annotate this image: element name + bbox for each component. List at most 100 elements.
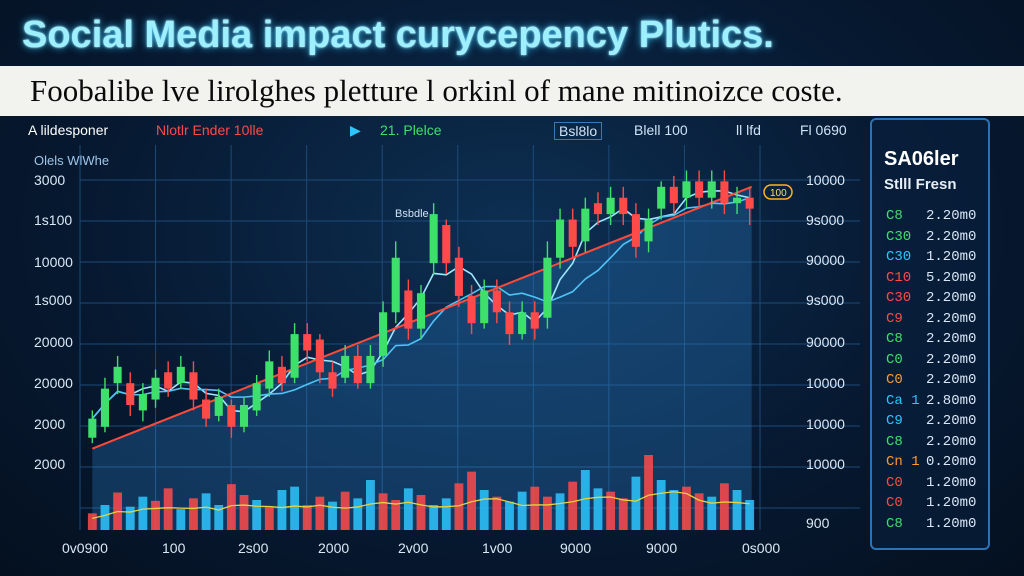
volume-bar <box>707 496 717 530</box>
x-axis-tick-label: 2s00 <box>238 540 269 556</box>
x-axis-tick-label: 9000 <box>560 540 591 556</box>
candle-body <box>707 181 716 198</box>
x-axis-tick-label: 9000 <box>646 540 677 556</box>
volume-bar <box>492 496 502 530</box>
volume-bar <box>151 500 160 530</box>
side-panel-row: C8 1.20m0 <box>886 516 976 532</box>
candle-body <box>606 197 615 215</box>
side-panel-row-value: 2.20m0 <box>926 310 977 327</box>
candle-body <box>315 339 324 373</box>
candle-body <box>391 257 400 313</box>
side-panel-row-value: 2.20m0 <box>926 413 977 429</box>
right-axis-tick-label: 9s000 <box>806 292 844 308</box>
x-axis-tick-label: 2v00 <box>398 540 429 556</box>
legend-label-3: 21. Plelce <box>380 122 442 138</box>
candle-body <box>126 383 135 405</box>
volume-bar <box>644 455 653 530</box>
candle-body <box>416 293 426 329</box>
candle-body <box>720 181 729 204</box>
candle-body <box>252 383 261 411</box>
side-panel-row-label: C30 <box>886 249 912 265</box>
candle-body <box>151 377 160 400</box>
candle-body <box>202 399 211 419</box>
volume-bar <box>505 501 514 530</box>
right-axis-tick-label: 90000 <box>806 334 845 350</box>
side-panel-row-value: 2.20m0 <box>926 372 977 388</box>
side-panel-row: Ca 1 2.80m0 <box>886 393 976 409</box>
candle-body <box>113 366 122 384</box>
side-panel-row: C0 1.20m0 <box>886 495 976 511</box>
volume-bar <box>530 486 540 530</box>
candle-body <box>644 219 653 242</box>
candle-body <box>138 394 147 411</box>
side-panel-row: C8 2.20m0 <box>886 434 976 450</box>
side-panel-row-label: C30 <box>886 228 912 245</box>
left-axis-tick-label: 10000 <box>34 254 73 270</box>
volume-bar <box>302 505 312 530</box>
volume-bar <box>252 500 262 530</box>
panel-label: Olels WlWhe <box>34 153 110 168</box>
candle-body <box>100 388 110 427</box>
legend-label-6: ll lfd <box>736 122 761 138</box>
volume-bar <box>226 484 236 530</box>
side-panel-row-label: C0 <box>886 495 903 511</box>
left-axis-tick-label: 2000 <box>34 456 65 472</box>
side-panel-row-label: C8 <box>886 515 903 532</box>
side-panel-row-value: 2.20m0 <box>926 331 977 347</box>
chart-subtitle: Foobalibe lve lirolghes pletture l orkin… <box>0 66 1024 116</box>
legend-bar: A lildesponer Nlotlr Ender 10lle ▶ 21. P… <box>28 120 848 142</box>
right-axis-tick-label: 10000 <box>806 172 845 188</box>
volume-bar <box>214 505 224 530</box>
side-panel-row: C9 2.20m0 <box>886 311 976 327</box>
candle-body <box>480 290 489 324</box>
candle-body <box>492 290 501 313</box>
chart-title: Social Media impact curycepency Plutics. <box>22 14 774 56</box>
side-panel-row: C8 2.20m0 <box>886 331 976 347</box>
candle-body <box>303 334 312 351</box>
play-icon[interactable]: ▶ <box>350 122 361 138</box>
volume-bar <box>403 488 413 530</box>
side-panel-row: Cn 1 0.20m0 <box>886 454 976 470</box>
volume-bar <box>391 500 401 530</box>
side-panel-row-label: C30 <box>886 290 912 306</box>
volume-bar <box>479 490 489 530</box>
legend-label-2: Nlotlr Ender 10lle <box>156 122 264 138</box>
candle-body <box>619 197 628 215</box>
candle-body <box>581 208 590 242</box>
volume-bar <box>656 480 666 530</box>
volume-bar <box>669 490 679 530</box>
side-panel: SA06ler Stlll Fresn C8 2.20m0 C30 2.20m0 C30… <box>870 118 990 550</box>
candle-body <box>682 181 691 198</box>
side-panel-row-value: 2.20m0 <box>926 290 977 306</box>
side-panel-row: C30 2.20m0 <box>886 229 976 245</box>
candle-body <box>328 372 337 389</box>
candle-body <box>593 203 603 215</box>
volume-bar <box>277 490 287 530</box>
area-fill <box>92 186 752 530</box>
candle-body <box>88 418 97 438</box>
volume-bar <box>694 493 704 530</box>
volume-bar <box>176 509 186 530</box>
right-axis-tick-label: 9s000 <box>806 212 844 228</box>
candle-body <box>404 290 413 329</box>
volume-bar <box>138 496 148 530</box>
volume-bar <box>568 481 578 530</box>
volume-bar <box>201 493 211 530</box>
candle-body <box>669 186 678 204</box>
candle-body <box>164 372 173 389</box>
volume-bar <box>366 480 375 530</box>
candle-body <box>366 355 375 384</box>
side-panel-row-label: C9 <box>886 310 903 327</box>
volume-bar <box>745 500 755 530</box>
side-panel-row: C8 2.20m0 <box>886 208 976 224</box>
candle-body <box>239 405 249 427</box>
volume-bar <box>618 498 628 530</box>
legend-label-7: Fl 0690 <box>800 122 847 138</box>
candle-body <box>543 257 552 318</box>
volume-bar <box>264 506 274 530</box>
side-panel-row-value: 0.20m0 <box>926 454 977 470</box>
legend-label-4[interactable]: Bsl8lo <box>554 122 603 140</box>
volume-bar <box>682 486 691 530</box>
volume-bar <box>290 486 300 530</box>
volume-bar <box>163 488 173 530</box>
